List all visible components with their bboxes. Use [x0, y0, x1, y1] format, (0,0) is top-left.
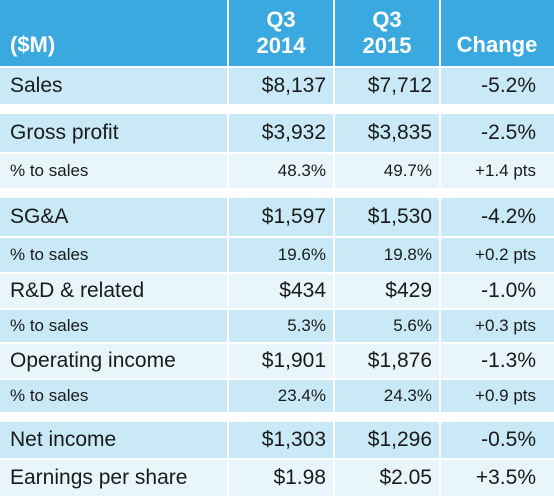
unit-header: ($M) [10, 32, 56, 57]
value-change: -0.5% [481, 428, 536, 451]
value-change: -5.2% [481, 74, 536, 97]
table-row: SG&A $1,597 $1,530 -4.2% [0, 198, 554, 236]
row-label: R&D & related [10, 279, 145, 302]
value-2014: $434 [279, 279, 326, 302]
value-change: +0.2 pts [475, 245, 536, 264]
col-header-q3-2014-year: 2014 [256, 33, 306, 58]
value-2015: $3,835 [367, 121, 432, 144]
col-header-q3-2015-quarter: Q3 [372, 7, 402, 32]
col-header-q3-2014-quarter: Q3 [266, 7, 296, 32]
row-label: Operating income [10, 349, 176, 372]
value-change: +1.4 pts [475, 161, 536, 180]
col-header-q3-2015: Q3 2015 [334, 0, 440, 66]
value-2014: 23.4% [277, 386, 326, 405]
value-2014: 5.3% [287, 316, 326, 335]
row-label: Earnings per share [10, 466, 188, 489]
value-2014: 19.6% [277, 245, 326, 264]
table-row: Net income $1,303 $1,296 -0.5% [0, 422, 554, 458]
value-change: -1.3% [481, 349, 536, 372]
row-label: % to sales [10, 316, 89, 335]
value-2015: $2.05 [379, 466, 432, 489]
row-label: % to sales [10, 161, 89, 180]
row-label: SG&A [10, 205, 69, 228]
table-row: Gross profit $3,932 $3,835 -2.5% [0, 114, 554, 152]
value-2015: $1,876 [367, 349, 432, 372]
table-row: R&D & related $434 $429 -1.0% [0, 274, 554, 308]
table-row: % to sales 23.4% 24.3% +0.9 pts [0, 380, 554, 412]
value-2015: 49.7% [383, 161, 432, 180]
value-2014: $1,303 [261, 428, 326, 451]
table-row: % to sales 5.3% 5.6% +0.3 pts [0, 310, 554, 342]
value-2015: 5.6% [393, 316, 432, 335]
table-row: Sales $8,137 $7,712 -5.2% [0, 68, 554, 104]
value-2014: $1.98 [273, 466, 326, 489]
column-divider [439, 0, 441, 496]
column-divider [333, 0, 335, 496]
value-2014: $8,137 [261, 74, 326, 97]
value-2014: $3,932 [261, 121, 326, 144]
table-row: % to sales 19.6% 19.8% +0.2 pts [0, 238, 554, 272]
value-change: -4.2% [481, 205, 536, 228]
table-row: % to sales 48.3% 49.7% +1.4 pts [0, 154, 554, 188]
row-label: Sales [10, 74, 63, 97]
row-label: Gross profit [10, 121, 119, 144]
table-header: ($M) Q3 2014 Q3 2015 Change [0, 0, 554, 66]
value-2015: 19.8% [383, 245, 432, 264]
value-2015: $1,530 [367, 205, 432, 228]
value-2014: 48.3% [277, 161, 326, 180]
table-row: Operating income $1,901 $1,876 -1.3% [0, 344, 554, 378]
col-header-q3-2014: Q3 2014 [228, 0, 334, 66]
value-2014: $1,597 [261, 205, 326, 228]
value-change: -2.5% [481, 121, 536, 144]
value-change: -1.0% [481, 279, 536, 302]
value-2015: $429 [385, 279, 432, 302]
value-change: +3.5% [475, 466, 536, 489]
col-header-q3-2015-year: 2015 [362, 33, 412, 58]
value-change: +0.3 pts [475, 316, 536, 335]
value-2014: $1,901 [261, 349, 326, 372]
row-label: % to sales [10, 245, 89, 264]
table-row: Earnings per share $1.98 $2.05 +3.5% [0, 460, 554, 496]
column-divider [227, 0, 229, 496]
col-header-change: Change [456, 32, 538, 57]
row-label: Net income [10, 428, 117, 451]
row-label: % to sales [10, 386, 89, 405]
value-2015: 24.3% [383, 386, 432, 405]
value-2015: $1,296 [367, 428, 432, 451]
value-change: +0.9 pts [475, 386, 536, 405]
value-2015: $7,712 [367, 74, 432, 97]
